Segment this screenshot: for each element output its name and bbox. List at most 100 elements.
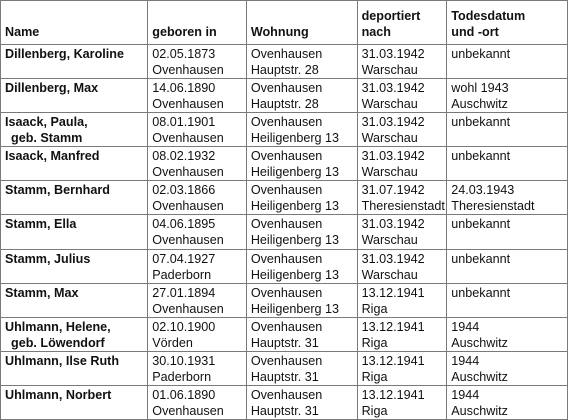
cell-deported: 31.03.1942 Warschau (356, 248, 448, 284)
cell-deported-line-1: 31.03.1942 (361, 81, 425, 96)
cell-name-line-1: Dillenberg, Max (5, 81, 99, 96)
cell-deported-line-1: 13.12.1941 (361, 285, 425, 300)
cell-born: 02.03.1866 Ovenhausen (147, 180, 247, 216)
cell-deported-line-1: 31.03.1942 (361, 251, 425, 266)
cell-born-line-2: Ovenhausen (152, 165, 224, 180)
table-row: Uhlmann, Norbert 01.06.1890 Ovenhausen Oven… (0, 384, 568, 420)
cell-residence: Ovenhausen Heiligenberg 13 (245, 282, 358, 318)
cell-name: Stamm, Julius (0, 248, 149, 284)
cell-residence-line-2: Heiligenberg 13 (250, 165, 340, 180)
cell-residence-line-2: Hauptstr. 28 (250, 97, 319, 112)
cell-born: 02.10.1900 Vörden (147, 316, 247, 352)
cell-deported: 31.07.1942 Theresienstadt (356, 180, 448, 216)
header-name: Name (0, 0, 149, 46)
cell-death-line-2: Auschwitz (451, 335, 508, 350)
cell-death: wohl 1943 Auschwitz (446, 78, 568, 114)
cell-born-line-1: 04.06.1895 (152, 217, 216, 232)
cell-born: 30.10.1931 Paderborn (147, 350, 247, 386)
cell-deported-line-2: Warschau (361, 131, 418, 146)
cell-born-line-2: Ovenhausen (152, 233, 224, 248)
cell-born-line-2: Ovenhausen (152, 97, 224, 112)
cell-residence: Ovenhausen Hauptstr. 31 (245, 350, 358, 386)
cell-death: unbekannt (446, 112, 568, 148)
cell-deported: 31.03.1942 Warschau (356, 44, 448, 80)
cell-deported: 13.12.1941 Riga (356, 316, 448, 352)
cell-residence-line-2: Hauptstr. 31 (250, 369, 319, 384)
cell-residence-line-1: Ovenhausen (250, 47, 323, 62)
cell-death: unbekannt (446, 146, 568, 182)
cell-residence: Ovenhausen Heiligenberg 13 (245, 112, 358, 148)
cell-born: 14.06.1890 Ovenhausen (147, 78, 247, 114)
cell-name-line-1: Isaack, Paula, (5, 115, 88, 130)
table-row: Dillenberg, Karoline 02.05.1873 Ovenhausen… (0, 44, 568, 80)
cell-residence-line-1: Ovenhausen (250, 319, 323, 334)
table-row: Uhlmann, Helene, geb. Löwendorf 02.10.1900… (0, 316, 568, 352)
cell-born-line-2: Paderborn (152, 267, 212, 282)
cell-deported-line-2: Riga (361, 335, 388, 350)
header-deported-label-1: deportiert (361, 9, 421, 24)
cell-residence-line-1: Ovenhausen (250, 251, 323, 266)
cell-born-line-1: 27.01.1894 (152, 285, 216, 300)
cell-death: unbekannt (446, 248, 568, 284)
cell-death: unbekannt (446, 44, 568, 80)
cell-deported-line-1: 13.12.1941 (361, 387, 425, 402)
header-death: Todesdatum und -ort (446, 0, 568, 46)
cell-death: 1944 Auschwitz (446, 350, 568, 386)
cell-name: Uhlmann, Helene, geb. Löwendorf (0, 316, 149, 352)
table-row: Stamm, Bernhard 02.03.1866 Ovenhausen Ovenh… (0, 180, 568, 216)
cell-death-line-1: 1944 (451, 387, 480, 402)
cell-born-line-2: Ovenhausen (152, 131, 224, 146)
cell-death-line-2: Auschwitz (451, 403, 508, 418)
cell-death-line-1: unbekannt (451, 47, 511, 62)
table-row: Isaack, Paula, geb. Stamm 08.01.1901 Ovenha… (0, 112, 568, 148)
cell-name: Dillenberg, Karoline (0, 44, 149, 80)
cell-deported: 31.03.1942 Warschau (356, 78, 448, 114)
cell-deported-line-1: 13.12.1941 (361, 319, 425, 334)
cell-death: unbekannt (446, 214, 568, 250)
cell-deported: 31.03.1942 Warschau (356, 112, 448, 148)
cell-deported: 31.03.1942 Warschau (356, 214, 448, 250)
cell-deported-line-2: Riga (361, 369, 388, 384)
cell-born: 27.01.1894 Ovenhausen (147, 282, 247, 318)
cell-deported-line-2: Warschau (361, 63, 418, 78)
cell-residence-line-2: Heiligenberg 13 (250, 301, 340, 316)
cell-residence: Ovenhausen Hauptstr. 28 (245, 78, 358, 114)
cell-residence-line-1: Ovenhausen (250, 81, 323, 96)
cell-born: 07.04.1927 Paderborn (147, 248, 247, 284)
cell-born-line-1: 07.04.1927 (152, 251, 216, 266)
cell-name: Stamm, Max (0, 282, 149, 318)
cell-residence-line-2: Heiligenberg 13 (250, 199, 340, 214)
cell-name-line-1: Stamm, Ella (5, 217, 77, 232)
cell-deported-line-1: 31.07.1942 (361, 183, 425, 198)
cell-deported-line-2: Theresienstadt (361, 199, 445, 214)
cell-residence-line-1: Ovenhausen (250, 115, 323, 130)
cell-born: 04.06.1895 Ovenhausen (147, 214, 247, 250)
cell-residence-line-2: Hauptstr. 31 (250, 335, 319, 350)
cell-residence-line-2: Hauptstr. 31 (250, 403, 319, 418)
cell-born-line-1: 08.02.1932 (152, 149, 216, 164)
cell-residence-line-1: Ovenhausen (250, 285, 323, 300)
cell-name-line-1: Uhlmann, Ilse Ruth (5, 353, 120, 368)
cell-residence-line-2: Heiligenberg 13 (250, 233, 340, 248)
cell-deported-line-2: Warschau (361, 267, 418, 282)
cell-name: Isaack, Manfred (0, 146, 149, 182)
cell-born-line-2: Ovenhausen (152, 199, 224, 214)
cell-deported-line-1: 31.03.1942 (361, 149, 425, 164)
cell-residence: Ovenhausen Heiligenberg 13 (245, 146, 358, 182)
cell-name-line-1: Stamm, Bernhard (5, 183, 110, 198)
cell-born-line-2: Ovenhausen (152, 301, 224, 316)
cell-residence: Ovenhausen Heiligenberg 13 (245, 180, 358, 216)
cell-death-line-1: unbekannt (451, 217, 511, 232)
table-row: Uhlmann, Ilse Ruth 30.10.1931 Paderborn Ove… (0, 350, 568, 386)
cell-death: unbekannt (446, 282, 568, 318)
cell-name: Uhlmann, Ilse Ruth (0, 350, 149, 386)
table-row: Dillenberg, Max 14.06.1890 Ovenhausen Ovenh… (0, 78, 568, 114)
cell-name-line-2: geb. Stamm (11, 131, 83, 146)
cell-deported: 31.03.1942 Warschau (356, 146, 448, 182)
cell-name: Dillenberg, Max (0, 78, 149, 114)
header-born-label: geboren in (152, 25, 217, 40)
cell-name-line-1: Uhlmann, Helene, (5, 319, 111, 334)
cell-name: Isaack, Paula, geb. Stamm (0, 112, 149, 148)
cell-born-line-1: 08.01.1901 (152, 115, 216, 130)
